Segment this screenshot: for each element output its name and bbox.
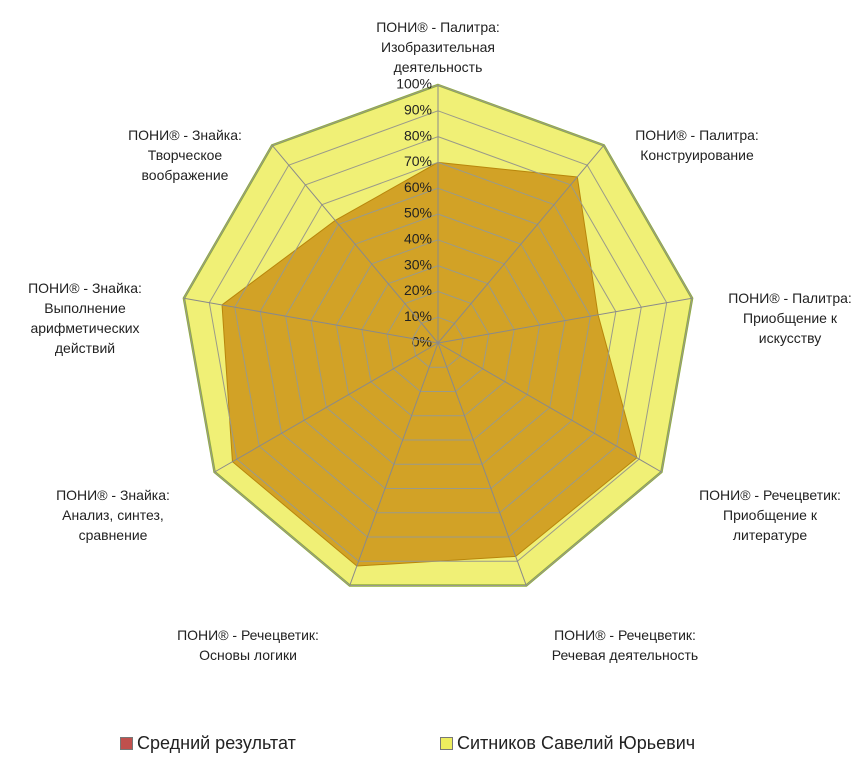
grid-line	[259, 161, 617, 514]
grid-line	[386, 290, 490, 392]
grid-line	[183, 84, 693, 586]
category-label: ПОНИ® - Знайка: Творческое воображение	[128, 127, 242, 183]
grid-line	[234, 136, 642, 538]
category-label: ПОНИ® - Знайка: Выполнение арифметически…	[28, 280, 142, 356]
category-label: ПОНИ® - Палитра: Конструирование	[635, 127, 759, 163]
y-tick-label: 80%	[404, 127, 432, 143]
legend-label: Ситников Савелий Юрьевич	[457, 733, 696, 753]
grid-line	[361, 265, 515, 417]
spoke	[437, 342, 527, 586]
y-tick-label: 10%	[404, 308, 432, 324]
legend-item: Ситников Савелий Юрьевич	[440, 733, 695, 754]
spoke	[271, 145, 439, 344]
grid-line	[335, 239, 541, 441]
spoke	[437, 297, 693, 344]
spoke	[214, 342, 439, 473]
spoke	[349, 342, 439, 586]
legend-swatch	[120, 737, 133, 750]
category-label: ПОНИ® - Речецветик: Основы логики	[177, 627, 319, 663]
y-tick-label: 30%	[404, 256, 432, 272]
legend-swatch	[440, 737, 453, 750]
category-label: ПОНИ® - Палитра: Приобщение к искусству	[728, 290, 852, 346]
grid-line	[208, 110, 668, 562]
category-label: ПОНИ® - Речецветик: Речевая деятельность	[551, 627, 699, 663]
y-tick-label: 0%	[412, 334, 432, 350]
spoke	[437, 342, 662, 473]
spoke	[437, 145, 605, 344]
y-tick-label: 50%	[404, 205, 432, 221]
y-tick-label: 90%	[404, 102, 432, 118]
grid-line	[412, 316, 464, 368]
spoke	[183, 297, 439, 344]
y-tick-label: 40%	[404, 231, 432, 247]
legend-label: Средний результат	[137, 733, 296, 753]
category-label: ПОНИ® - Палитра: Изобразительная деятель…	[376, 19, 500, 75]
grid-line	[285, 187, 591, 489]
category-label: ПОНИ® - Речецветик: Приобщение к литерат…	[699, 487, 841, 543]
legend-item: Средний результат	[120, 733, 296, 754]
grid-line	[310, 213, 566, 465]
y-tick-label: 100%	[396, 76, 432, 92]
y-tick-label: 60%	[404, 179, 432, 195]
y-tick-label: 20%	[404, 282, 432, 298]
category-label: ПОНИ® - Знайка: Анализ, синтез, сравнени…	[56, 487, 170, 543]
y-tick-label: 70%	[404, 153, 432, 169]
